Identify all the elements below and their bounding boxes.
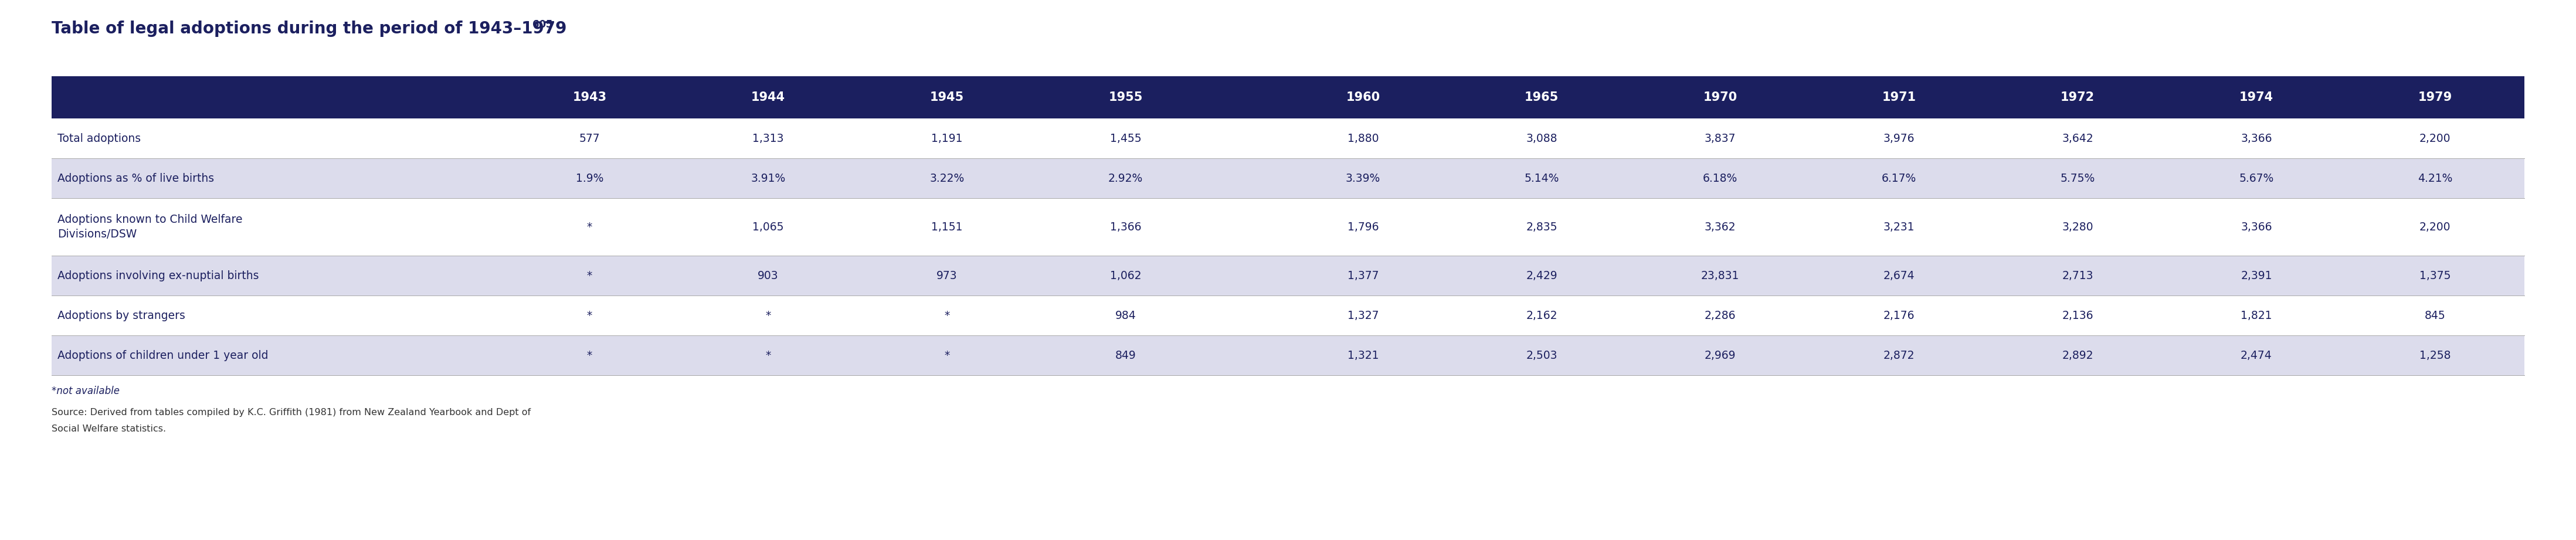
Text: *: * <box>587 350 592 361</box>
Text: 1955: 1955 <box>1108 91 1144 103</box>
Text: 1,327: 1,327 <box>1347 310 1378 321</box>
Text: Adoptions involving ex-nuptial births: Adoptions involving ex-nuptial births <box>57 270 260 281</box>
Text: 1,455: 1,455 <box>1110 133 1141 144</box>
Text: 1960: 1960 <box>1345 91 1381 103</box>
Text: 1.9%: 1.9% <box>574 173 603 184</box>
Text: 1944: 1944 <box>752 91 786 103</box>
Text: *: * <box>587 310 592 321</box>
Text: 2,892: 2,892 <box>2061 350 2094 361</box>
Text: 2,503: 2,503 <box>1525 350 1558 361</box>
Text: 1945: 1945 <box>930 91 963 103</box>
Text: 1,821: 1,821 <box>2241 310 2272 321</box>
Text: 1972: 1972 <box>2061 91 2094 103</box>
Text: 984: 984 <box>1115 310 1136 321</box>
Text: 3,362: 3,362 <box>1705 221 1736 233</box>
Text: 2,474: 2,474 <box>2241 350 2272 361</box>
Text: 1979: 1979 <box>2419 91 2452 103</box>
Text: 849: 849 <box>1115 350 1136 361</box>
Text: Adoptions known to Child Welfare
Divisions/DSW: Adoptions known to Child Welfare Divisio… <box>57 214 242 240</box>
Text: 2,713: 2,713 <box>2061 270 2094 281</box>
Text: 3.91%: 3.91% <box>750 173 786 184</box>
Text: *not available: *not available <box>52 386 118 396</box>
Text: 2,176: 2,176 <box>1883 310 1914 321</box>
Text: 1,151: 1,151 <box>930 221 963 233</box>
Bar <box>52 118 2524 158</box>
Bar <box>52 335 2524 375</box>
Text: *: * <box>587 221 592 233</box>
Text: Adoptions by strangers: Adoptions by strangers <box>57 310 185 321</box>
Text: 3,366: 3,366 <box>2241 221 2272 233</box>
Bar <box>52 295 2524 335</box>
Bar <box>52 255 2524 295</box>
Bar <box>52 158 2524 198</box>
Text: 3,642: 3,642 <box>2061 133 2094 144</box>
Text: 2,835: 2,835 <box>1525 221 1558 233</box>
Text: 2,391: 2,391 <box>2241 270 2272 281</box>
Text: 6.18%: 6.18% <box>1703 173 1739 184</box>
Text: *: * <box>765 310 770 321</box>
Text: 1,313: 1,313 <box>752 133 783 144</box>
Text: 5.14%: 5.14% <box>1525 173 1558 184</box>
Text: 1,796: 1,796 <box>1347 221 1378 233</box>
Text: 2,969: 2,969 <box>1705 350 1736 361</box>
Text: 3,976: 3,976 <box>1883 133 1914 144</box>
Bar <box>52 198 2524 255</box>
Text: 973: 973 <box>938 270 958 281</box>
Text: 1943: 1943 <box>572 91 605 103</box>
Text: 577: 577 <box>580 133 600 144</box>
Text: 2,286: 2,286 <box>1705 310 1736 321</box>
Text: *: * <box>945 310 951 321</box>
Text: 2,162: 2,162 <box>1525 310 1558 321</box>
Text: 3,088: 3,088 <box>1525 133 1558 144</box>
Text: 1,191: 1,191 <box>930 133 963 144</box>
Text: 1971: 1971 <box>1883 91 1917 103</box>
Text: 2.92%: 2.92% <box>1108 173 1144 184</box>
Text: Adoptions as % of live births: Adoptions as % of live births <box>57 173 214 184</box>
Text: 3,280: 3,280 <box>2061 221 2094 233</box>
Text: *: * <box>587 270 592 281</box>
Text: 3,231: 3,231 <box>1883 221 1914 233</box>
Text: 1,258: 1,258 <box>2419 350 2450 361</box>
Bar <box>52 76 2524 118</box>
Text: Source: Derived from tables compiled by K.C. Griffith (1981) from New Zealand Ye: Source: Derived from tables compiled by … <box>52 408 531 417</box>
Text: 23,831: 23,831 <box>1700 270 1739 281</box>
Text: 2,136: 2,136 <box>2061 310 2094 321</box>
Text: *: * <box>945 350 951 361</box>
Text: 5.67%: 5.67% <box>2239 173 2275 184</box>
Text: 2,674: 2,674 <box>1883 270 1914 281</box>
Text: 4.21%: 4.21% <box>2419 173 2452 184</box>
Text: 1,366: 1,366 <box>1110 221 1141 233</box>
Text: 605: 605 <box>533 19 554 30</box>
Text: 1965: 1965 <box>1525 91 1558 103</box>
Text: 2,200: 2,200 <box>2419 133 2450 144</box>
Text: Adoptions of children under 1 year old: Adoptions of children under 1 year old <box>57 350 268 361</box>
Text: 2,200: 2,200 <box>2419 221 2450 233</box>
Text: 903: 903 <box>757 270 778 281</box>
Text: 5.75%: 5.75% <box>2061 173 2094 184</box>
Text: 3,837: 3,837 <box>1705 133 1736 144</box>
Text: *: * <box>765 350 770 361</box>
Text: 1,377: 1,377 <box>1347 270 1378 281</box>
Text: 3.22%: 3.22% <box>930 173 963 184</box>
Text: 845: 845 <box>2424 310 2445 321</box>
Text: 1974: 1974 <box>2239 91 2275 103</box>
Text: 2,872: 2,872 <box>1883 350 1914 361</box>
Text: 6.17%: 6.17% <box>1880 173 1917 184</box>
Text: 1,062: 1,062 <box>1110 270 1141 281</box>
Text: Total adoptions: Total adoptions <box>57 133 142 144</box>
Text: Social Welfare statistics.: Social Welfare statistics. <box>52 424 165 433</box>
Text: 2,429: 2,429 <box>1525 270 1558 281</box>
Text: 3.39%: 3.39% <box>1345 173 1381 184</box>
Text: 1,065: 1,065 <box>752 221 783 233</box>
Text: Table of legal adoptions during the period of 1943–1979: Table of legal adoptions during the peri… <box>52 21 567 37</box>
Text: 1970: 1970 <box>1703 91 1736 103</box>
Text: 1,880: 1,880 <box>1347 133 1378 144</box>
Text: 1,321: 1,321 <box>1347 350 1378 361</box>
Text: 3,366: 3,366 <box>2241 133 2272 144</box>
Text: 1,375: 1,375 <box>2419 270 2450 281</box>
